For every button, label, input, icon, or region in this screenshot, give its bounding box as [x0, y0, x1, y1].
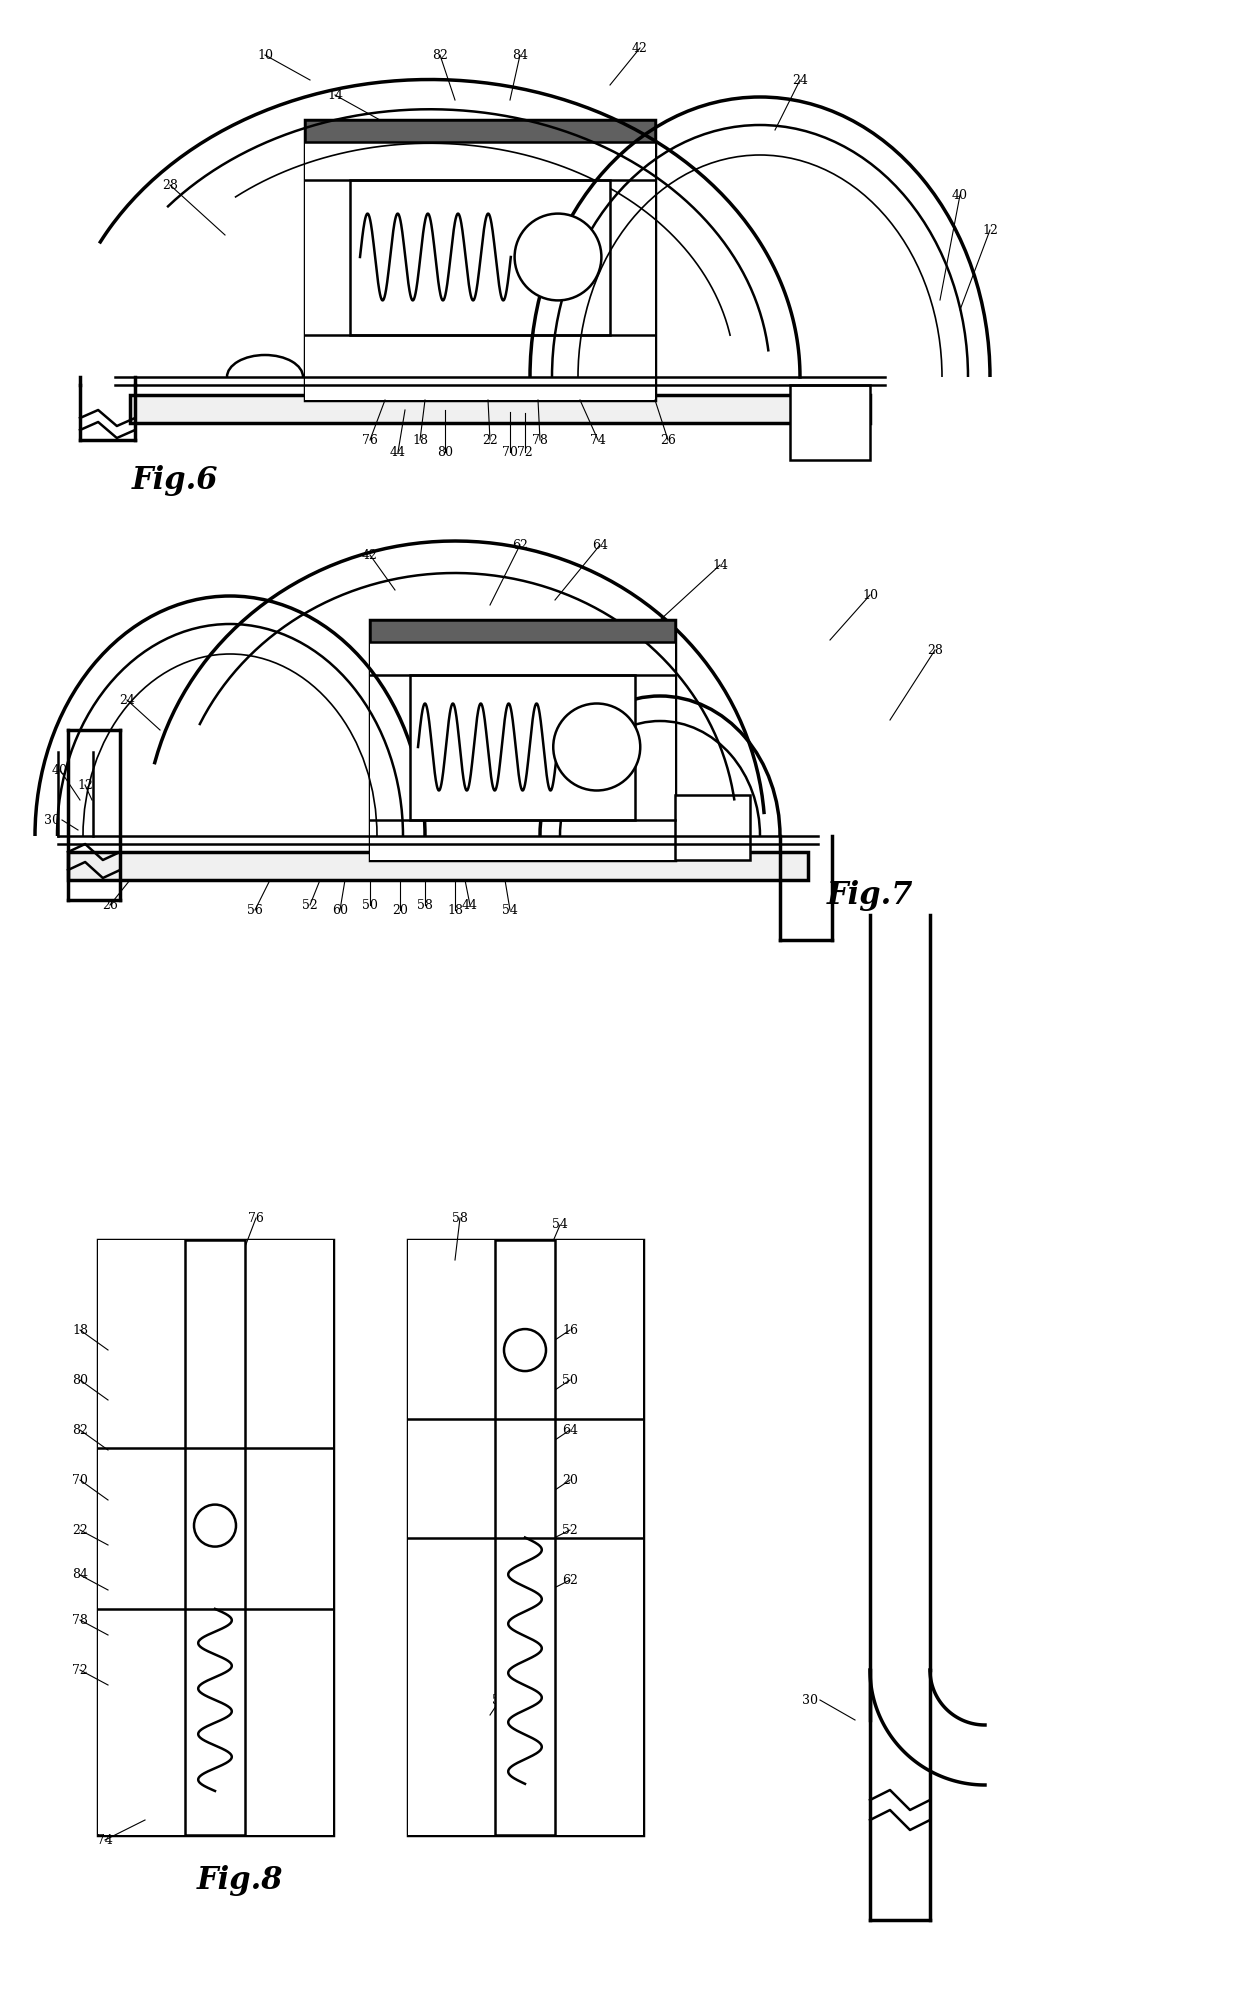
- Text: 54: 54: [502, 904, 518, 916]
- Text: 18: 18: [72, 1323, 88, 1337]
- Text: 14: 14: [712, 558, 728, 572]
- Text: 62: 62: [562, 1574, 578, 1586]
- Text: 28: 28: [162, 179, 177, 191]
- Text: 42: 42: [362, 548, 378, 562]
- Text: Fig.8: Fig.8: [197, 1865, 283, 1896]
- Text: 52: 52: [562, 1524, 578, 1536]
- Text: 70: 70: [72, 1474, 88, 1486]
- Text: 84: 84: [72, 1568, 88, 1582]
- Text: 26: 26: [102, 898, 118, 912]
- Bar: [408, 1239, 644, 1835]
- Bar: [185, 1239, 246, 1835]
- Text: 80: 80: [436, 446, 453, 458]
- Text: 30: 30: [43, 813, 60, 827]
- Text: 84: 84: [512, 48, 528, 62]
- Text: 80: 80: [72, 1374, 88, 1386]
- Text: 76: 76: [362, 434, 378, 446]
- Text: 24: 24: [792, 74, 808, 86]
- Text: 74: 74: [97, 1833, 113, 1847]
- Text: 18: 18: [412, 434, 428, 446]
- Bar: [350, 179, 610, 335]
- Bar: [68, 853, 808, 880]
- Text: 60: 60: [512, 1643, 528, 1657]
- Text: 78: 78: [72, 1614, 88, 1627]
- Circle shape: [193, 1504, 236, 1546]
- Text: 70: 70: [502, 446, 518, 458]
- Text: 74: 74: [590, 434, 606, 446]
- Circle shape: [515, 213, 601, 301]
- Text: 12: 12: [77, 779, 93, 791]
- Bar: [370, 620, 675, 861]
- Text: 10: 10: [862, 588, 878, 602]
- Bar: [305, 120, 655, 400]
- Bar: [98, 1239, 334, 1835]
- Text: 22: 22: [482, 434, 498, 446]
- Circle shape: [503, 1329, 546, 1370]
- Text: 56: 56: [247, 904, 263, 916]
- Bar: [408, 1239, 644, 1835]
- Text: 72: 72: [72, 1663, 88, 1677]
- Text: 60: 60: [332, 904, 348, 916]
- Text: 42: 42: [632, 42, 649, 54]
- Bar: [370, 620, 675, 641]
- Text: 58: 58: [417, 898, 433, 912]
- Text: 44: 44: [463, 898, 477, 912]
- Bar: [370, 620, 675, 861]
- Text: 24: 24: [119, 693, 135, 707]
- Text: 62: 62: [512, 538, 528, 552]
- Text: 52: 52: [303, 898, 317, 912]
- Text: 78: 78: [532, 434, 548, 446]
- Text: 40: 40: [52, 763, 68, 777]
- Text: 56: 56: [492, 1693, 508, 1707]
- Text: 50: 50: [362, 898, 378, 912]
- Text: 72: 72: [517, 446, 533, 458]
- Text: 40: 40: [952, 189, 968, 201]
- Text: 54: 54: [552, 1219, 568, 1231]
- Bar: [790, 384, 870, 460]
- Text: 64: 64: [591, 538, 608, 552]
- Text: 44: 44: [391, 446, 405, 458]
- Text: 26: 26: [660, 434, 676, 446]
- Text: 28: 28: [928, 643, 942, 657]
- Text: 58: 58: [453, 1211, 467, 1225]
- Text: 30: 30: [802, 1693, 818, 1707]
- Text: 12: 12: [982, 223, 998, 237]
- Text: 18: 18: [446, 904, 463, 916]
- Text: 14: 14: [327, 88, 343, 102]
- Text: 82: 82: [432, 48, 448, 62]
- Text: 50: 50: [562, 1374, 578, 1386]
- Text: 20: 20: [562, 1474, 578, 1486]
- Bar: [130, 394, 870, 422]
- Text: 82: 82: [72, 1424, 88, 1436]
- Bar: [98, 1239, 334, 1835]
- Text: 16: 16: [562, 1323, 578, 1337]
- Bar: [675, 795, 750, 861]
- Text: 64: 64: [562, 1424, 578, 1436]
- Text: Fig.6: Fig.6: [131, 464, 218, 496]
- Circle shape: [553, 703, 640, 791]
- Bar: [410, 675, 635, 821]
- Text: 10: 10: [257, 48, 273, 62]
- Text: 76: 76: [248, 1211, 264, 1225]
- Bar: [495, 1239, 556, 1835]
- Text: Fig.7: Fig.7: [827, 880, 913, 910]
- Bar: [305, 120, 655, 141]
- Bar: [305, 120, 655, 400]
- Text: 22: 22: [72, 1524, 88, 1536]
- Text: 20: 20: [392, 904, 408, 916]
